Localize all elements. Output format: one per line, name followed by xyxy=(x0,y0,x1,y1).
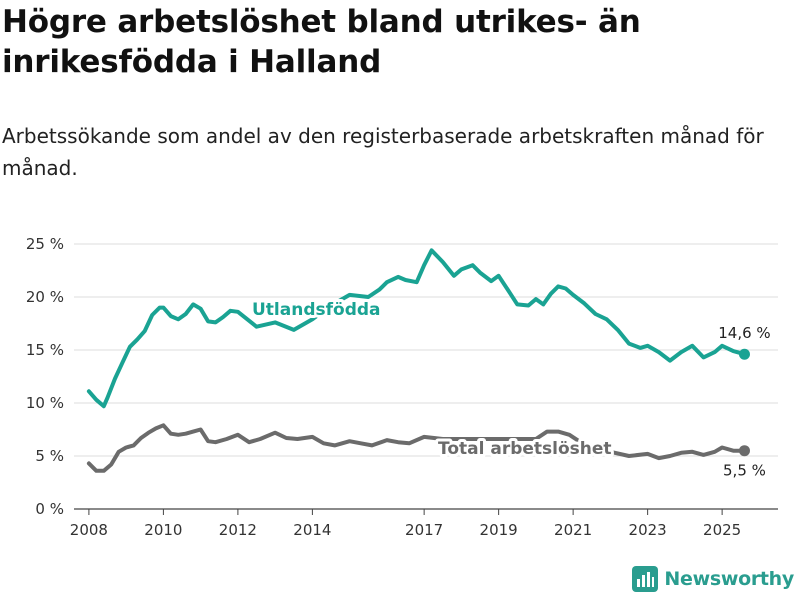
x-tick-label: 2008 xyxy=(70,521,108,539)
newsworthy-logo-text: Newsworthy xyxy=(664,568,794,590)
grid-lines xyxy=(74,243,778,510)
newsworthy-logo: Newsworthy xyxy=(632,566,794,592)
series-label-total: Total arbetslöshet xyxy=(438,439,612,459)
newsworthy-logo-icon xyxy=(632,566,659,592)
y-tick-label: 5 % xyxy=(35,447,64,465)
y-tick-label: 20 % xyxy=(26,288,64,306)
y-tick-label: 0 % xyxy=(35,500,64,518)
chart-title: Högre arbetslöshet bland utrikes- än inr… xyxy=(2,4,641,80)
chart-subtitle: Arbetssökande som andel av den registerb… xyxy=(2,124,764,180)
x-tick-label: 2019 xyxy=(480,521,518,539)
y-tick-label: 10 % xyxy=(26,394,64,412)
series-end-point-utlandsfodda xyxy=(738,348,750,360)
series-labels: Utlandsfödda Total arbetslöshet 14,6 % 5,5 … xyxy=(249,297,771,480)
series-line-utlandsfodda xyxy=(86,248,747,409)
series-label-utlandsfodda: Utlandsfödda xyxy=(252,300,381,320)
x-tick-label: 2014 xyxy=(293,521,331,539)
x-axis-ticks: 2008 2010 2012 2014 2017 2019 2021 2023 2025 xyxy=(70,509,741,539)
end-value-label-total: 5,5 % xyxy=(723,462,766,480)
end-value-label-utlandsfodda: 14,6 % xyxy=(718,324,770,342)
x-tick-label: 2025 xyxy=(703,521,741,539)
series-end-point-total xyxy=(738,445,750,457)
y-tick-label: 15 % xyxy=(26,341,64,359)
series-line-total xyxy=(86,423,747,473)
x-tick-label: 2023 xyxy=(629,521,667,539)
x-tick-label: 2017 xyxy=(405,521,443,539)
y-axis-ticks: 0 % 5 % 10 % 15 % 20 % 25 % xyxy=(26,235,64,518)
x-tick-label: 2012 xyxy=(219,521,257,539)
x-tick-label: 2021 xyxy=(554,521,592,539)
x-tick-label: 2010 xyxy=(144,521,182,539)
series-lines xyxy=(86,248,750,473)
y-tick-label: 25 % xyxy=(26,235,64,253)
